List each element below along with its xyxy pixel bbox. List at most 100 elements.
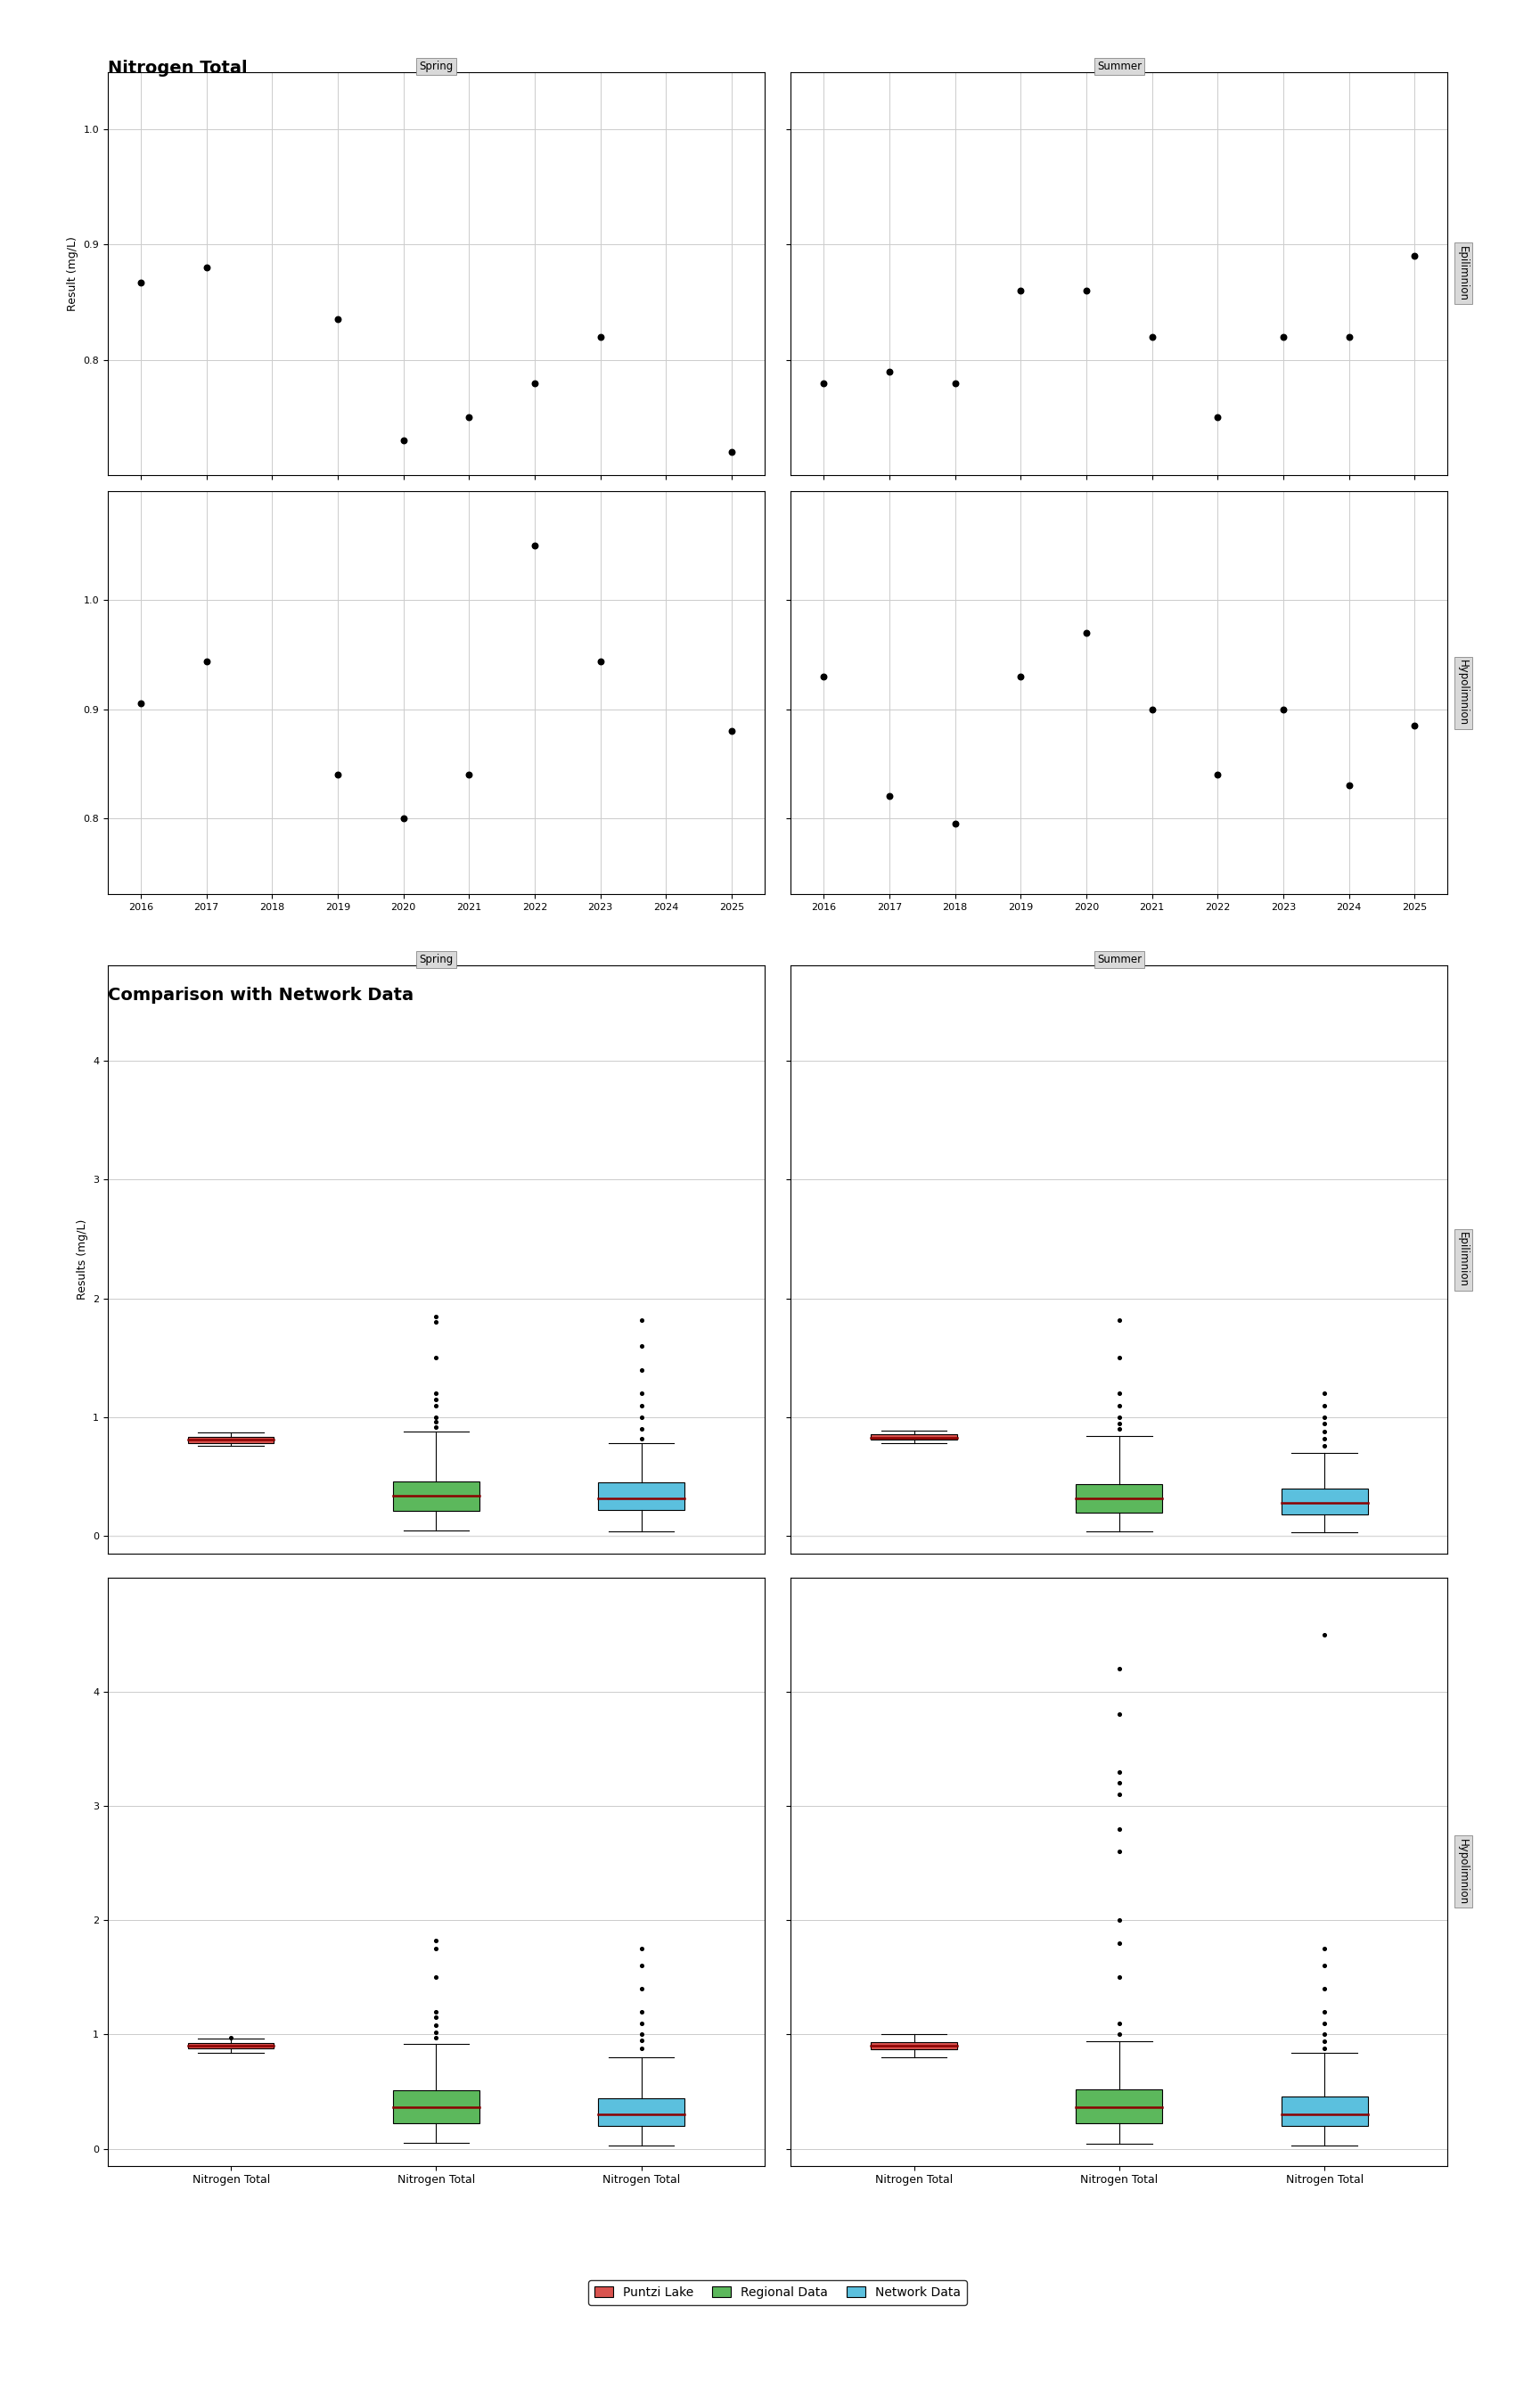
Point (1312, 1387, 1337, 1426)
Point (630, 2003, 654, 2041)
Point (424, 1380, 448, 1418)
Point (424, 2005, 448, 2044)
Point (1312, 1404, 1337, 1442)
Point (1312, 1397, 1337, 1435)
Point (1073, 613, 1098, 652)
Point (1312, 2015, 1337, 2053)
Bar (188, 2044, 274, 2049)
Point (630, 1970, 654, 2008)
Point (630, 1418, 654, 1457)
Point (424, 1958, 448, 1996)
Point (1107, 1751, 1132, 1790)
Bar (872, 2041, 956, 2049)
Point (1140, 319, 1164, 357)
Text: Hypolimnion: Hypolimnion (1457, 1838, 1469, 1905)
Point (630, 1993, 654, 2032)
Point (812, 657, 836, 695)
Point (630, 1327, 654, 1366)
Bar (1076, 2089, 1163, 2123)
Bar (1281, 2096, 1368, 2125)
Point (1312, 1946, 1337, 1984)
Point (1312, 1929, 1337, 1967)
Point (1107, 1648, 1132, 1687)
Point (457, 398, 482, 436)
Point (1312, 1993, 1337, 2032)
Point (630, 2015, 654, 2053)
Point (219, 2020, 243, 2058)
Text: Spring: Spring (419, 954, 453, 966)
Point (876, 352, 901, 391)
Point (588, 642, 613, 680)
Point (1312, 1615, 1337, 1653)
Text: Comparison with Network Data: Comparison with Network Data (108, 987, 414, 1004)
Point (1312, 1375, 1337, 1414)
Point (630, 1929, 654, 1967)
Point (522, 364, 547, 403)
Point (630, 1397, 654, 1435)
Point (630, 1301, 654, 1339)
Point (630, 1409, 654, 1447)
Bar (872, 1435, 956, 1440)
Point (1107, 1397, 1132, 1435)
Point (1107, 1924, 1132, 1962)
Point (424, 1339, 448, 1378)
Point (1107, 1900, 1132, 1938)
Point (325, 300, 350, 338)
Text: Summer: Summer (1096, 954, 1141, 966)
Point (424, 1406, 448, 1445)
Y-axis label: Result (mg/L): Result (mg/L) (66, 237, 79, 311)
Point (1140, 690, 1164, 728)
Bar (188, 1438, 274, 1442)
Point (424, 1922, 448, 1960)
Text: Nitrogen Total: Nitrogen Total (108, 60, 248, 77)
Point (588, 319, 613, 357)
Point (1312, 2029, 1337, 2068)
Point (630, 2029, 654, 2068)
Point (522, 527, 547, 565)
Point (1107, 1775, 1132, 1814)
Point (1206, 755, 1230, 793)
Point (194, 642, 219, 680)
Point (325, 755, 350, 793)
Point (1107, 1809, 1132, 1847)
Bar (1281, 1488, 1368, 1514)
Point (1107, 1375, 1132, 1414)
Point (1009, 271, 1033, 309)
Point (1337, 767, 1361, 805)
Point (630, 1387, 654, 1426)
Point (128, 264, 152, 302)
Point (128, 685, 152, 724)
Point (424, 1998, 448, 2037)
Bar (1076, 1483, 1163, 1512)
Point (1206, 398, 1230, 436)
Point (1107, 1339, 1132, 1378)
Point (1107, 1404, 1132, 1442)
Point (424, 2013, 448, 2051)
Text: Hypolimnion: Hypolimnion (1457, 659, 1469, 726)
Point (1107, 1958, 1132, 1996)
Point (630, 1946, 654, 1984)
Text: Summer: Summer (1096, 60, 1141, 72)
Point (1107, 1301, 1132, 1339)
Point (1107, 1387, 1132, 1426)
Point (1107, 2003, 1132, 2041)
Point (876, 776, 901, 815)
Point (942, 805, 967, 843)
Legend: Puntzi Lake, Regional Data, Network Data: Puntzi Lake, Regional Data, Network Data (588, 2281, 967, 2305)
Point (424, 1375, 448, 1414)
Point (942, 364, 967, 403)
Text: Spring: Spring (419, 60, 453, 72)
Point (424, 1993, 448, 2032)
Point (1337, 319, 1361, 357)
Bar (599, 1483, 684, 1509)
Point (424, 1402, 448, 1440)
Point (1107, 1696, 1132, 1735)
Point (719, 712, 744, 750)
Point (1107, 1833, 1132, 1871)
Point (1270, 690, 1295, 728)
Point (1403, 237, 1428, 276)
Point (1312, 1418, 1337, 1457)
Point (630, 1351, 654, 1390)
Text: Epilimnion: Epilimnion (1457, 247, 1469, 302)
Point (812, 364, 836, 403)
